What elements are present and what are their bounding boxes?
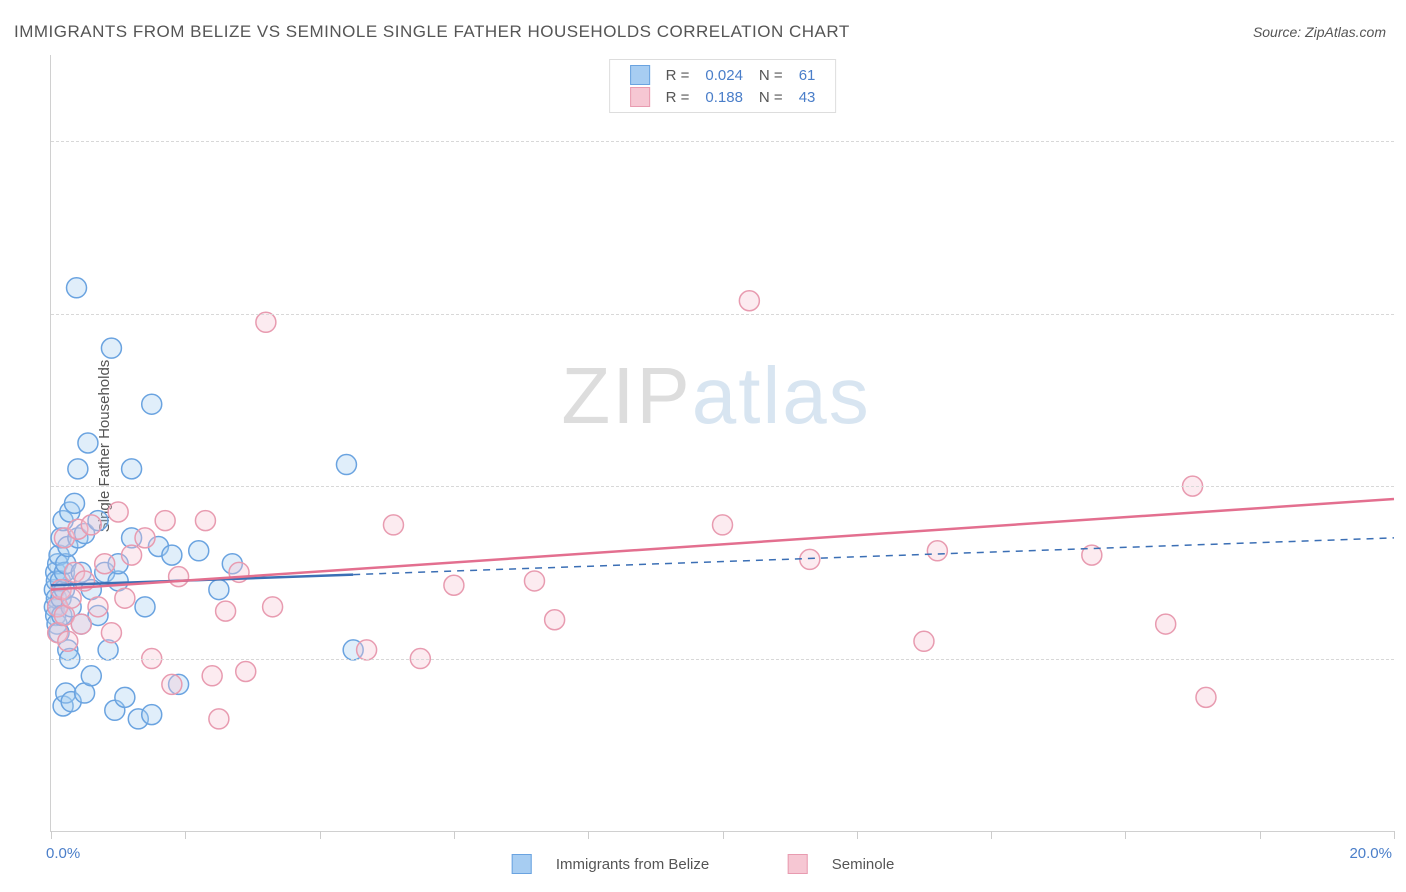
scatter-point	[195, 511, 215, 531]
scatter-point	[1196, 687, 1216, 707]
swatch-series-1-icon	[512, 854, 532, 874]
x-tick	[320, 831, 321, 839]
scatter-point	[357, 640, 377, 660]
source-attribution: Source: ZipAtlas.com	[1253, 24, 1386, 40]
scatter-point	[209, 580, 229, 600]
source-name: ZipAtlas.com	[1305, 24, 1386, 40]
legend-label-2: Seminole	[832, 856, 895, 873]
y-tick-label: 8.0%	[1400, 133, 1406, 150]
scatter-point	[78, 433, 98, 453]
scatter-point	[800, 549, 820, 569]
scatter-point	[236, 661, 256, 681]
gridline	[51, 659, 1394, 660]
scatter-point	[65, 493, 85, 513]
scatter-point	[122, 459, 142, 479]
scatter-point	[189, 541, 209, 561]
scatter-point	[101, 623, 121, 643]
scatter-point	[162, 674, 182, 694]
x-tick	[1394, 831, 1395, 839]
legend-label-1: Immigrants from Belize	[556, 856, 709, 873]
scatter-point	[71, 614, 91, 634]
x-max-label: 20.0%	[1349, 845, 1392, 862]
chart-plot-area: ZIPatlas R = 0.024 N = 61 R = 0.188 N = …	[50, 55, 1394, 832]
scatter-point	[98, 640, 118, 660]
x-tick	[723, 831, 724, 839]
gridline	[51, 314, 1394, 315]
x-tick	[185, 831, 186, 839]
chart-title: IMMIGRANTS FROM BELIZE VS SEMINOLE SINGL…	[14, 22, 850, 42]
scatter-point	[67, 278, 87, 298]
x-tick	[454, 831, 455, 839]
scatter-point	[115, 687, 135, 707]
scatter-point	[155, 511, 175, 531]
scatter-point	[336, 455, 356, 475]
scatter-point	[88, 597, 108, 617]
scatter-point	[81, 515, 101, 535]
scatter-point	[68, 459, 88, 479]
y-tick-label: 2.0%	[1400, 650, 1406, 667]
scatter-point	[202, 666, 222, 686]
scatter-point	[545, 610, 565, 630]
scatter-point	[115, 588, 135, 608]
scatter-point	[101, 338, 121, 358]
scatter-point	[444, 575, 464, 595]
scatter-point	[1156, 614, 1176, 634]
scatter-point	[81, 666, 101, 686]
scatter-point	[263, 597, 283, 617]
x-tick	[588, 831, 589, 839]
x-tick	[991, 831, 992, 839]
x-tick	[1125, 831, 1126, 839]
scatter-point	[739, 291, 759, 311]
source-prefix: Source:	[1253, 24, 1305, 40]
scatter-point	[927, 541, 947, 561]
trend-line	[51, 499, 1394, 590]
scatter-point	[58, 631, 78, 651]
scatter-point	[135, 597, 155, 617]
x-tick	[51, 831, 52, 839]
gridline	[51, 486, 1394, 487]
scatter-point	[135, 528, 155, 548]
scatter-point	[142, 705, 162, 725]
series-legend: Immigrants from Belize Seminole	[502, 854, 905, 874]
swatch-series-2-icon	[788, 854, 808, 874]
y-tick-label: 6.0%	[1400, 305, 1406, 322]
scatter-point	[256, 312, 276, 332]
gridline	[51, 141, 1394, 142]
scatter-point	[95, 554, 115, 574]
scatter-svg	[51, 55, 1394, 831]
scatter-point	[122, 545, 142, 565]
scatter-point	[162, 545, 182, 565]
scatter-point	[914, 631, 934, 651]
x-min-label: 0.0%	[46, 845, 80, 862]
x-tick	[857, 831, 858, 839]
scatter-point	[108, 502, 128, 522]
scatter-point	[524, 571, 544, 591]
trend-line-dashed	[353, 538, 1394, 575]
scatter-point	[61, 588, 81, 608]
x-tick	[1260, 831, 1261, 839]
scatter-point	[209, 709, 229, 729]
scatter-point	[713, 515, 733, 535]
scatter-point	[142, 394, 162, 414]
scatter-point	[169, 567, 189, 587]
scatter-point	[216, 601, 236, 621]
y-tick-label: 4.0%	[1400, 478, 1406, 495]
scatter-point	[383, 515, 403, 535]
